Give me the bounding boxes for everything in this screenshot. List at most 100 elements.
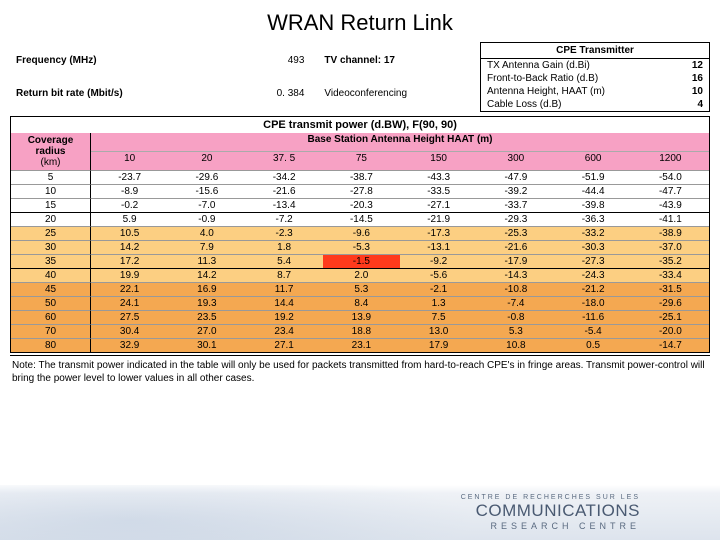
freq-label: Frequency (MHz) [16, 55, 190, 66]
table-cell: -43.9 [632, 198, 709, 212]
table-cell: -20.0 [632, 324, 709, 338]
table-cell: -23.7 [91, 170, 168, 184]
table-cell: -18.0 [555, 296, 632, 310]
table-cell: -17.3 [400, 226, 477, 240]
table-cell: -10.8 [477, 282, 554, 296]
row-radius: 30 [11, 240, 91, 254]
table-cell: 27.5 [91, 310, 168, 324]
table-cell: 1.3 [400, 296, 477, 310]
table-cell: -7.0 [168, 198, 245, 212]
table-cell: -21.6 [477, 240, 554, 254]
table-cell: 7.9 [168, 240, 245, 254]
coverage-radius-header: Coverage radius(km) [11, 133, 91, 170]
cpe-row-label: Cable Loss (d.B) [487, 99, 561, 110]
table-cell: 7.5 [400, 310, 477, 324]
table-cell: -14.5 [323, 212, 400, 226]
footer-line3: RESEARCH CENTRE [461, 521, 640, 531]
row-radius: 25 [11, 226, 91, 240]
table-cell: 30.4 [91, 324, 168, 338]
table-cell: 19.9 [91, 268, 168, 282]
table-cell: 19.2 [246, 310, 323, 324]
params-grid: Frequency (MHz) 493 TV channel: 17 Retur… [10, 42, 480, 112]
table-cell: 23.1 [323, 338, 400, 352]
table-cell: 11.3 [168, 254, 245, 268]
cpe-header: CPE Transmitter [481, 43, 709, 59]
cpe-row-value: 10 [692, 86, 703, 97]
table-cell: -15.6 [168, 184, 245, 198]
column-header: 10 [91, 151, 168, 170]
footer-line1: CENTRE DE RECHERCHES SUR LES [461, 494, 640, 501]
table-cell: 14.2 [91, 240, 168, 254]
table-cell: 22.1 [91, 282, 168, 296]
table-cell: 17.2 [91, 254, 168, 268]
table-cell: -5.3 [323, 240, 400, 254]
cpe-row: TX Antenna Gain (d.Bi)12 [481, 59, 709, 72]
cpe-row: Cable Loss (d.B) 4 [481, 98, 709, 111]
footer-banner: CENTRE DE RECHERCHES SUR LES COMMUNICATI… [0, 485, 720, 540]
table-cell: -13.1 [400, 240, 477, 254]
table-header: Coverage radius(km)Base Station Antenna … [11, 133, 709, 170]
cpe-row-value: 4 [697, 99, 703, 110]
table-cell: -27.3 [555, 254, 632, 268]
table-note: Note: The transmit power indicated in th… [10, 355, 710, 388]
table-cell: -14.3 [477, 268, 554, 282]
table-cell: 13.9 [323, 310, 400, 324]
table-cell: 19.3 [168, 296, 245, 310]
table-cell: -5.6 [400, 268, 477, 282]
table-cell: -0.8 [477, 310, 554, 324]
table-cell: -33.7 [477, 198, 554, 212]
table-cell: -33.4 [632, 268, 709, 282]
table-cell: -36.3 [555, 212, 632, 226]
table-cell: -37.0 [632, 240, 709, 254]
table-cell: -31.5 [632, 282, 709, 296]
table-cell: -27.8 [323, 184, 400, 198]
bitrate-value: 0. 384 [210, 88, 305, 99]
table-cell: -54.0 [632, 170, 709, 184]
table-cell: -7.2 [246, 212, 323, 226]
row-radius: 40 [11, 268, 91, 282]
table-cell: -34.2 [246, 170, 323, 184]
table-cell: 5.3 [477, 324, 554, 338]
bsah-header: Base Station Antenna Height HAAT (m) [91, 133, 709, 151]
table-cell: 5.9 [91, 212, 168, 226]
row-radius: 80 [11, 338, 91, 352]
application-label: Videoconferencing [324, 88, 474, 99]
row-radius: 70 [11, 324, 91, 338]
row-radius: 10 [11, 184, 91, 198]
table-cell: -2.3 [246, 226, 323, 240]
row-radius: 60 [11, 310, 91, 324]
table-cell: -1.5 [323, 254, 400, 268]
table-cell: -21.6 [246, 184, 323, 198]
table-cell: 10.5 [91, 226, 168, 240]
table-cell: -20.3 [323, 198, 400, 212]
bitrate-label: Return bit rate (Mbit/s) [16, 88, 190, 99]
table-cell: 16.9 [168, 282, 245, 296]
table-cell: -0.2 [91, 198, 168, 212]
table-cell: 18.8 [323, 324, 400, 338]
table-cell: 11.7 [246, 282, 323, 296]
table-cell: -33.2 [555, 226, 632, 240]
table-cell: -41.1 [632, 212, 709, 226]
table-cell: 30.1 [168, 338, 245, 352]
cpe-row: Front-to-Back Ratio (d.B) 16 [481, 72, 709, 85]
table-cell: -47.9 [477, 170, 554, 184]
table-cell: -44.4 [555, 184, 632, 198]
row-radius: 50 [11, 296, 91, 310]
table-cell: -51.9 [555, 170, 632, 184]
cpe-row-value: 16 [692, 73, 703, 84]
table-cell: -39.8 [555, 198, 632, 212]
table-cell: -2.1 [400, 282, 477, 296]
cpe-row-label: Front-to-Back Ratio (d.B) [487, 73, 598, 84]
table-cell: -29.3 [477, 212, 554, 226]
table-cell: -38.9 [632, 226, 709, 240]
table-cell: 32.9 [91, 338, 168, 352]
table-cell: 27.0 [168, 324, 245, 338]
table-cell: 4.0 [168, 226, 245, 240]
table-cell: 23.4 [246, 324, 323, 338]
table-cell: -14.7 [632, 338, 709, 352]
page-title: WRAN Return Link [0, 0, 720, 42]
table-cell: 14.2 [168, 268, 245, 282]
column-header: 600 [555, 151, 632, 170]
cpe-row-label: Antenna Height, HAAT (m) [487, 86, 605, 97]
column-header: 1200 [632, 151, 709, 170]
